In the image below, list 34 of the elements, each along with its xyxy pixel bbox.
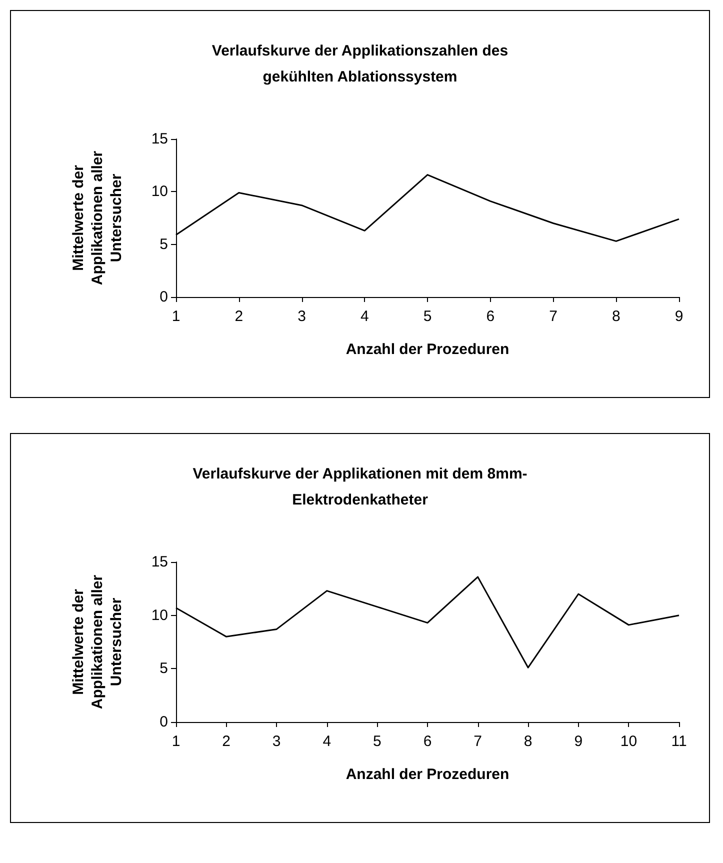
x-tick-label: 4 bbox=[322, 733, 332, 750]
x-tick-label: 8 bbox=[524, 733, 532, 750]
x-tick-label: 8 bbox=[612, 308, 620, 325]
x-tick-label: 4 bbox=[360, 308, 369, 325]
x-axis-title: Anzahl der Prozeduren bbox=[346, 766, 510, 783]
x-tick-label: 11 bbox=[671, 733, 687, 750]
x-tick-label: 5 bbox=[423, 308, 432, 325]
chart-title: Verlaufskurve der Applikationen mit dem 8mm- Elektrodenkatheter bbox=[192, 466, 528, 508]
x-tick-label: 9 bbox=[574, 733, 583, 750]
y-tick-label: 15 bbox=[151, 130, 168, 148]
x-tick-label: 2 bbox=[222, 733, 230, 750]
x-tick-label: 6 bbox=[423, 733, 432, 750]
x-tick-label: 9 bbox=[674, 308, 684, 325]
x-tick-label: 10 bbox=[620, 733, 638, 750]
y-axis-title: Mittelwerte der Applikationen aller Untersucher bbox=[70, 574, 125, 710]
x-tick-label: 7 bbox=[549, 308, 558, 325]
y-tick-label: 0 bbox=[160, 714, 168, 730]
y-tick-label: 0 bbox=[160, 288, 168, 306]
x-tick-label: 7 bbox=[474, 733, 482, 750]
y-tick-label: 5 bbox=[160, 236, 168, 253]
y-tick-label: 5 bbox=[160, 660, 168, 678]
x-tick-label: 6 bbox=[486, 308, 495, 325]
y-tick-label: 15 bbox=[151, 554, 168, 570]
x-tick-label: 3 bbox=[272, 733, 281, 750]
y-tick-label: 10 bbox=[151, 183, 168, 200]
y-tick-label: 10 bbox=[151, 606, 168, 624]
chart-title: Verlaufskurve der Applikationszahlen des gekühlten Ablationssystem bbox=[212, 42, 508, 86]
y-axis-title: Mittelwerte der Applikationen aller Untersucher bbox=[70, 150, 125, 286]
x-tick-label: 1 bbox=[172, 308, 180, 325]
x-tick-label: 1 bbox=[172, 733, 180, 750]
x-axis-title: Anzahl der Prozeduren bbox=[346, 341, 510, 358]
x-tick-label: 5 bbox=[373, 733, 382, 750]
x-tick-label: 2 bbox=[234, 308, 244, 325]
x-tick-label: 3 bbox=[298, 308, 306, 325]
